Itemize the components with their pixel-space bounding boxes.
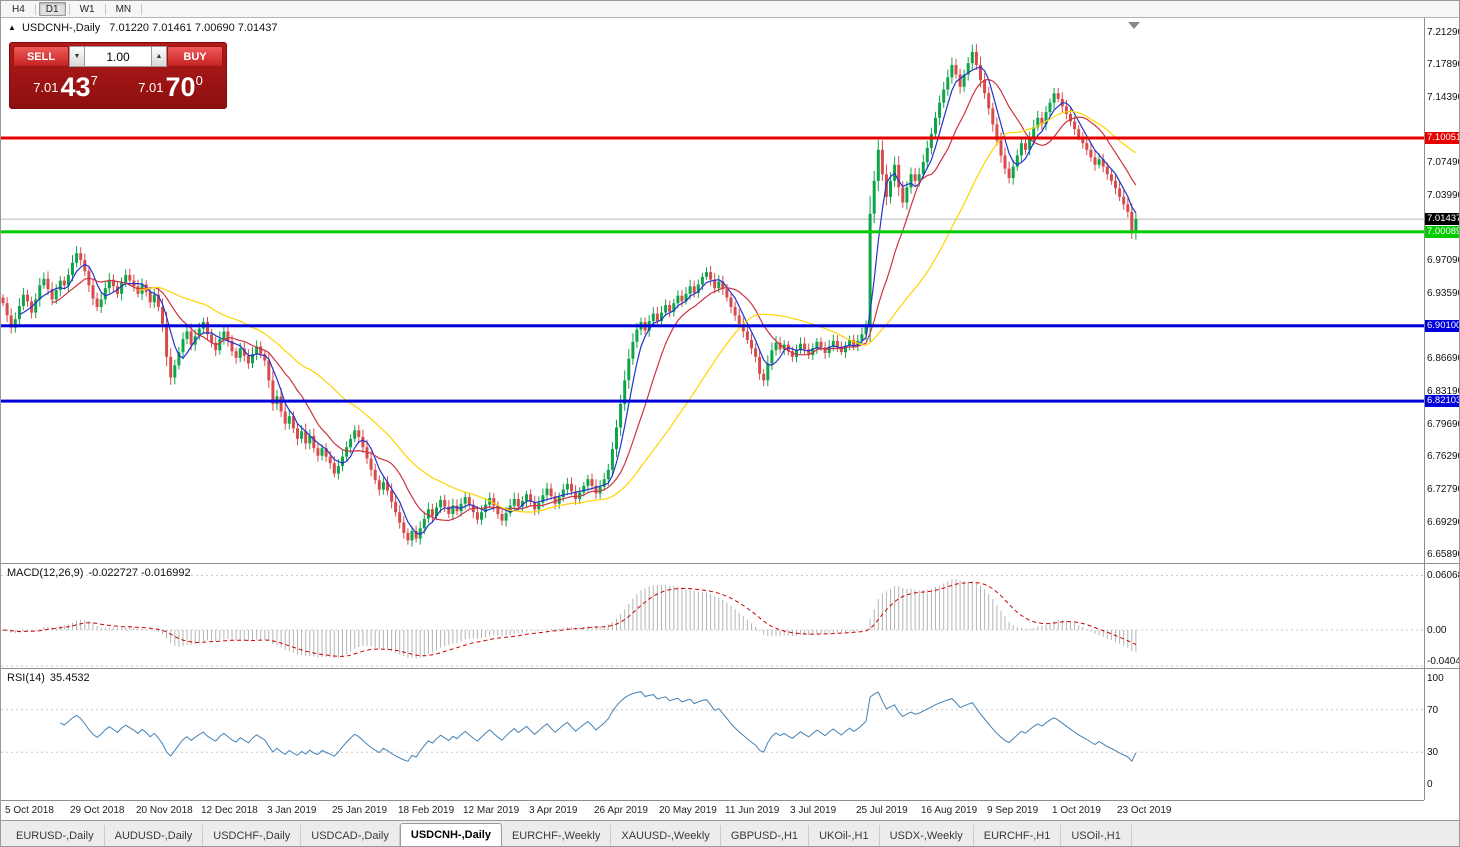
- time-axis-label: 1 Oct 2019: [1052, 805, 1101, 816]
- chart-tab-usdx-weekly[interactable]: USDX-,Weekly: [880, 825, 974, 846]
- price-axis-tick: 7.03990: [1427, 190, 1460, 201]
- volume-decrease-button[interactable]: ▼: [69, 46, 85, 67]
- time-axis-label: 18 Feb 2019: [398, 805, 455, 816]
- chevron-up-icon: ▲: [155, 53, 163, 60]
- timeframe-button-w1[interactable]: W1: [79, 4, 95, 15]
- price-axis-tick: 6.72790: [1427, 484, 1460, 495]
- toolbar-separator: [34, 3, 36, 15]
- sell-price-pips: 43: [60, 72, 91, 102]
- volume-input[interactable]: [85, 46, 151, 67]
- chart-tab-ukoil-h1[interactable]: UKOil-,H1: [809, 825, 880, 846]
- time-axis-label: 3 Jan 2019: [267, 805, 317, 816]
- sell-price-base: 7.01: [33, 79, 59, 95]
- time-axis-label: 25 Jan 2019: [332, 805, 388, 816]
- chevron-down-icon: ▼: [73, 53, 81, 60]
- level-price-badge: 6.82103: [1425, 395, 1460, 407]
- timeframe-button-d1[interactable]: D1: [38, 2, 66, 16]
- price-axis-tick: 7.14390: [1427, 92, 1460, 103]
- macd-axis: 0.060687 0.00 -0.040435: [1424, 564, 1459, 668]
- time-axis-label: 29 Oct 2018: [70, 805, 125, 816]
- price-axis-tick: 6.93590: [1427, 288, 1460, 299]
- rsi-axis-tick: 70: [1427, 705, 1439, 716]
- volume-increase-button[interactable]: ▲: [151, 46, 167, 67]
- trade-controls-row: SELL ▼ ▲ BUY: [13, 46, 223, 67]
- toolbar-separator: [141, 3, 143, 15]
- chart-tab-usdcad-daily[interactable]: USDCAD-,Daily: [301, 825, 400, 846]
- chart-tab-eurchf-weekly[interactable]: EURCHF-,Weekly: [502, 825, 612, 846]
- toolbar-separator: [104, 3, 106, 15]
- buy-button[interactable]: BUY: [167, 46, 223, 67]
- rsi-axis-tick: 0: [1427, 779, 1433, 790]
- chart-tabs-bar: EURUSD-,Daily AUDUSD-,Daily USDCHF-,Daily U…: [1, 820, 1459, 846]
- price-axis-tick: 6.86690: [1427, 353, 1460, 364]
- chart-tab-eurchf-h1[interactable]: EURCHF-,H1: [974, 825, 1062, 846]
- macd-axis-tick: 0.00: [1427, 625, 1447, 636]
- buy-price-pips: 70: [165, 72, 196, 102]
- main-chart-panel: ▲ USDCNH-,Daily 7.01220 7.01461 7.00690 …: [1, 18, 1460, 563]
- time-axis-label: 11 Jun 2019: [725, 805, 780, 816]
- rsi-axis-tick: 100: [1427, 673, 1444, 684]
- chart-shift-marker-icon: [1128, 22, 1140, 29]
- chart-tab-usdchf-daily[interactable]: USDCHF-,Daily: [203, 825, 302, 846]
- price-axis-tick: 6.69290: [1427, 517, 1460, 528]
- rsi-chart[interactable]: [1, 669, 1424, 801]
- buy-price[interactable]: 7.01 70 0: [118, 69, 223, 105]
- price-axis-tick: 6.97090: [1427, 255, 1460, 266]
- time-axis-label: 16 Aug 2019: [921, 805, 978, 816]
- time-axis-label: 3 Apr 2019: [529, 805, 578, 816]
- macd-axis-tick: 0.060687: [1427, 570, 1459, 581]
- candlestick-chart[interactable]: [1, 18, 1424, 563]
- price-axis-tick: 7.17890: [1427, 59, 1460, 70]
- buy-price-base: 7.01: [138, 79, 164, 95]
- buy-price-point: 0: [195, 72, 203, 88]
- chart-tab-usoil-h1[interactable]: USOil-,H1: [1061, 825, 1132, 846]
- chart-tab-usdcnh-daily[interactable]: USDCNH-,Daily: [399, 823, 502, 846]
- price-axis-tick: 7.21290: [1427, 27, 1460, 38]
- price-axis-tick: 6.79690: [1427, 419, 1460, 430]
- time-axis-label: 9 Sep 2019: [987, 805, 1039, 816]
- chart-tab-gbpusd-h1[interactable]: GBPUSD-,H1: [721, 825, 810, 846]
- price-axis[interactable]: 7.21290 7.17890 7.14390 7.07490 7.03990 6.970…: [1424, 18, 1460, 563]
- sell-price-point: 7: [90, 72, 98, 88]
- price-axis-tick: 7.07490: [1427, 157, 1460, 168]
- chart-tab-audusd-daily[interactable]: AUDUSD-,Daily: [105, 825, 204, 846]
- macd-panel: MACD(12,26,9)-0.022727 -0.016992 0.06068…: [1, 563, 1459, 669]
- time-axis-label: 23 Oct 2019: [1117, 805, 1172, 816]
- current-price-badge: 7.01437: [1425, 213, 1460, 225]
- timeframe-toolbar: H4 D1 W1 MN: [1, 1, 1459, 18]
- price-axis-tick: 6.65890: [1427, 549, 1460, 560]
- macd-axis-tick: -0.040435: [1427, 656, 1459, 667]
- time-axis-label: 25 Jul 2019: [856, 805, 908, 816]
- macd-chart[interactable]: [1, 564, 1424, 669]
- time-axis-label: 20 Nov 2018: [136, 805, 193, 816]
- time-axis-label: 20 May 2019: [659, 805, 717, 816]
- chart-tab-xauusd-weekly[interactable]: XAUUSD-,Weekly: [611, 825, 721, 846]
- timeframe-button-mn[interactable]: MN: [115, 4, 132, 15]
- sell-button[interactable]: SELL: [13, 46, 69, 67]
- time-axis-label: 5 Oct 2018: [5, 805, 54, 816]
- sell-price[interactable]: 7.01 43 7: [13, 69, 118, 105]
- price-axis-tick: 6.83190: [1427, 386, 1460, 397]
- time-axis-label: 26 Apr 2019: [594, 805, 648, 816]
- level-price-badge: 6.90100: [1425, 320, 1460, 332]
- timeframe-button-h4[interactable]: H4: [12, 4, 25, 15]
- level-price-badge: 7.00089: [1425, 226, 1460, 238]
- rsi-panel: RSI(14) 35.4532 100 70 30 0: [1, 668, 1459, 801]
- trade-prices-row: 7.01 43 7 7.01 70 0: [13, 69, 223, 105]
- time-axis-label: 12 Mar 2019: [463, 805, 520, 816]
- toolbar-separator: [68, 3, 70, 15]
- level-price-badge: 7.10051: [1425, 132, 1460, 144]
- time-axis-label: 12 Dec 2018: [201, 805, 258, 816]
- rsi-axis-tick: 30: [1427, 747, 1439, 758]
- time-axis[interactable]: 5 Oct 2018 29 Oct 2018 20 Nov 2018 12 Dec 2…: [1, 800, 1424, 820]
- chart-tab-eurusd-daily[interactable]: EURUSD-,Daily: [6, 825, 105, 846]
- price-axis-tick: 6.76290: [1427, 451, 1460, 462]
- time-axis-label: 3 Jul 2019: [790, 805, 837, 816]
- rsi-axis: 100 70 30 0: [1424, 669, 1459, 800]
